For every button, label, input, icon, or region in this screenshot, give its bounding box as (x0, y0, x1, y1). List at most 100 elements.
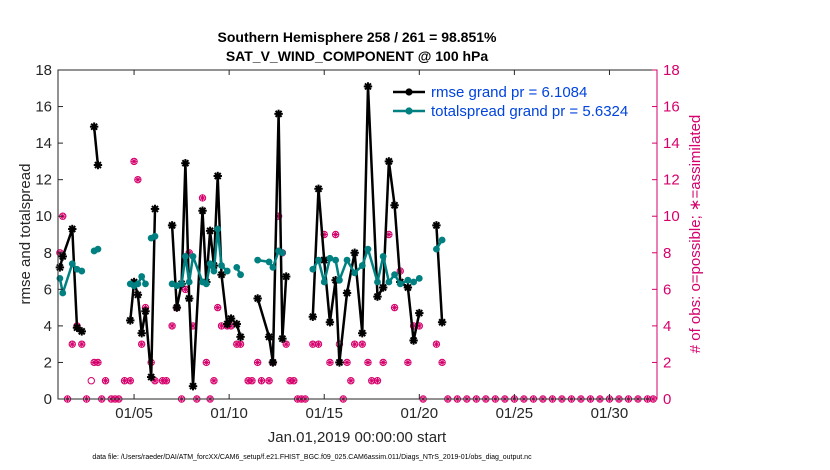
rmse-point (58, 252, 67, 261)
obs-assimilated-stroke (332, 231, 339, 238)
rmse-point (137, 329, 146, 338)
totalspread-point (254, 256, 262, 264)
totalspread-point (138, 273, 146, 280)
obs-assimilated-stroke (433, 341, 440, 347)
obs-assimilated-marker (368, 377, 375, 384)
rmse-point-stroke (253, 294, 262, 303)
rmse-point (55, 263, 65, 272)
obs-assimilated-marker (151, 377, 159, 384)
rmse-point-stroke (314, 185, 323, 193)
y-tick-label: 12 (35, 172, 52, 189)
totalspread-point (343, 256, 351, 264)
obs-assimilated-stroke (69, 341, 75, 347)
y-axis-label-right: # of obs: o=possible; ∗=assimilated (687, 115, 704, 354)
y-tick-label: 18 (35, 62, 52, 79)
y-tick-label: 2 (44, 354, 52, 371)
rmse-point-stroke (151, 205, 159, 213)
x-tick-label: 01/10 (210, 405, 248, 422)
obs-assimilated-stroke (234, 341, 240, 347)
obs-assimilated-stroke (135, 177, 141, 183)
obs-assimilated-stroke (182, 286, 189, 292)
rmse-point (314, 184, 323, 194)
rmse-point-stroke (214, 172, 222, 180)
rmse-point-stroke (409, 336, 418, 345)
obs-assimilated-marker (315, 340, 322, 348)
rmse-point-stroke (373, 292, 382, 301)
rmse-point-stroke (137, 329, 146, 337)
obs-assimilated-stroke (79, 341, 85, 347)
rmse-point-stroke (320, 256, 328, 264)
totalspread-point (309, 265, 317, 273)
obs-assimilated-stroke (386, 231, 392, 238)
rmse-point-stroke (350, 249, 359, 257)
rmse-point-stroke (217, 271, 226, 279)
rmse-point (236, 332, 245, 342)
obs-assimilated-marker (265, 377, 273, 384)
totalspread-point (210, 267, 218, 275)
rmse-point (205, 226, 215, 236)
obs-assimilated-marker (182, 286, 189, 293)
obs-assimilated-stroke (102, 378, 109, 384)
rmse-point (150, 204, 160, 214)
totalspread-point (415, 274, 423, 282)
rmse-point (181, 159, 190, 168)
obs-assimilated-stroke (215, 304, 221, 311)
totalspread-point (410, 278, 417, 286)
rmse-point (223, 319, 232, 329)
rmse-point-stroke (335, 358, 344, 367)
rmse-point-stroke (78, 327, 86, 336)
obs-assimilated-marker (121, 377, 128, 384)
series-line-rmse (92, 126, 100, 166)
y-tick-label: 0 (44, 391, 52, 408)
rmse-point (133, 290, 143, 300)
totalspread-point (151, 232, 159, 240)
obs-assimilated-marker (433, 340, 440, 348)
totalspread-point (438, 236, 446, 244)
obs-assimilated-marker (248, 377, 256, 384)
totalspread-point (336, 276, 343, 284)
totalspread-point (185, 278, 193, 286)
y-tick-label-right: 14 (663, 135, 680, 152)
obs-assimilated-marker (326, 359, 334, 366)
rmse-point (264, 332, 274, 342)
obs-assimilated-stroke (163, 378, 170, 384)
y-tick-label-right: 16 (663, 99, 680, 116)
rmse-point-stroke (173, 303, 181, 312)
obs-assimilated-stroke (391, 304, 398, 311)
rmse-point (281, 272, 291, 281)
rmse-point-stroke (181, 159, 190, 167)
x-tick-label: 01/25 (496, 405, 534, 422)
rmse-point-stroke (379, 283, 387, 292)
obs-assimilated-stroke (121, 378, 128, 384)
totalspread-point (68, 260, 76, 268)
obs-assimilated-stroke (359, 341, 365, 347)
chart-title-line1: Southern Hemisphere 258 / 261 = 98.851% (218, 29, 498, 45)
rmse-point-stroke (274, 110, 283, 118)
obs-assimilated-stroke (369, 378, 375, 384)
obs-assimilated-stroke (152, 378, 158, 384)
rmse-point (68, 224, 77, 234)
legend-label-rmse: rmse grand pr = 6.1084 (431, 84, 587, 101)
totalspread-point (320, 278, 328, 286)
totalspread-point (202, 280, 210, 288)
rmse-point (437, 318, 447, 327)
y-axis-left: 0 2 4 6 8 10 12 14 16 18 (35, 62, 63, 408)
totalspread-point (278, 249, 286, 257)
obs-assimilated-stroke (245, 378, 251, 384)
rmse-point-stroke (236, 333, 245, 341)
totalspread-point (206, 260, 214, 268)
totalspread-point (94, 245, 102, 253)
chart-title-line2: SAT_V_WIND_COMPONENT @ 100 hPa (226, 48, 489, 64)
rmse-point-stroke (385, 157, 393, 166)
rmse-point (226, 314, 236, 323)
totalspread-point (265, 258, 273, 266)
totalspread-point (59, 289, 67, 297)
x-tick-label: 01/05 (115, 405, 153, 422)
obs-assimilated-marker (351, 340, 358, 348)
obs-assimilated-stroke (211, 378, 217, 384)
obs-assimilated-marker (163, 377, 170, 384)
obs-assimilated-marker (233, 340, 240, 348)
obs-assimilated-stroke (255, 359, 261, 366)
rmse-point (403, 283, 413, 292)
obs-assimilated-marker (374, 377, 381, 384)
